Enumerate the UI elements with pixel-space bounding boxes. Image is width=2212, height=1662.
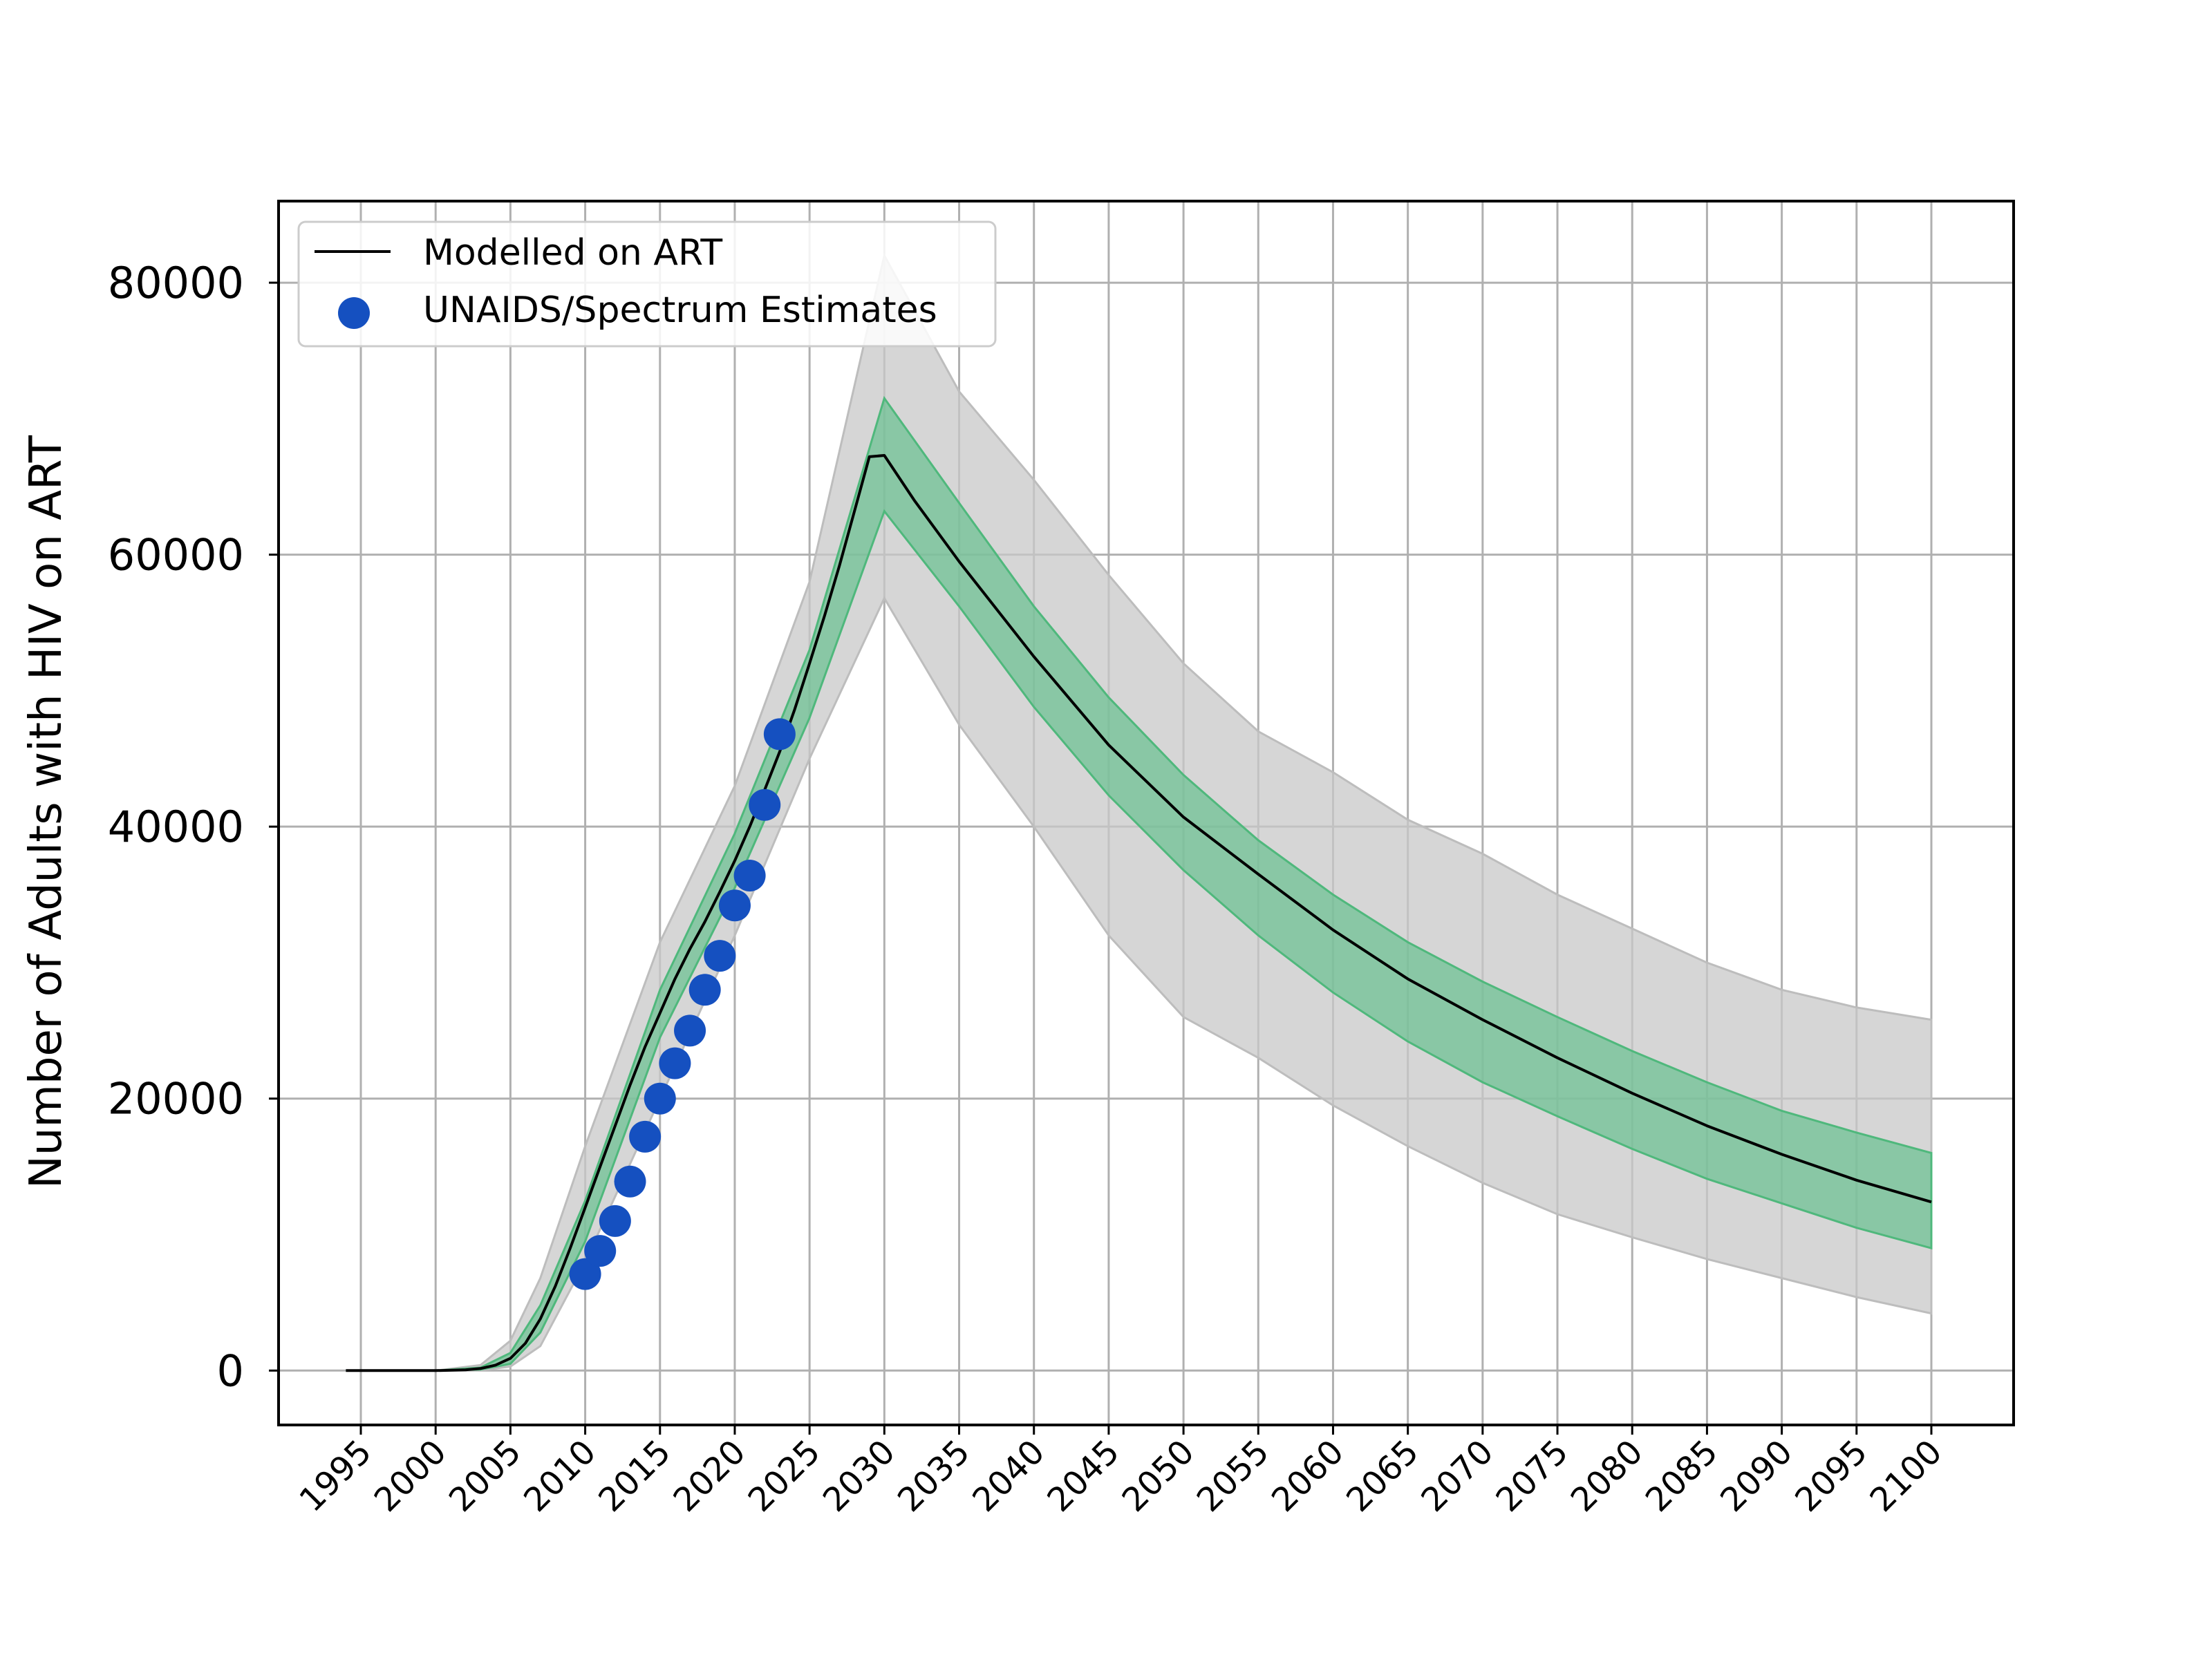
unaids-estimate-point (704, 940, 736, 972)
unaids-estimate-point (688, 974, 721, 1006)
y-tick-label: 60000 (108, 530, 244, 580)
y-tick-label: 40000 (108, 802, 244, 852)
unaids-estimate-point (659, 1047, 691, 1079)
plot-frame (277, 200, 2015, 1426)
unaids-estimate-point (599, 1205, 631, 1237)
legend-box (297, 220, 997, 348)
point-layer (569, 718, 796, 1290)
y-tick-label: 80000 (108, 258, 244, 308)
y-axis-label: Number of Adults with HIV on ART (21, 435, 72, 1189)
legend-label-model: Modelled on ART (423, 232, 722, 274)
unaids-estimate-point (733, 860, 766, 892)
legend: Modelled on ART UNAIDS/Spectrum Estimate… (297, 220, 997, 348)
unaids-estimate-point (629, 1120, 662, 1153)
legend-label-estimates: UNAIDS/Spectrum Estimates (423, 290, 937, 331)
unaids-estimate-point (674, 1014, 706, 1047)
unaids-estimate-point (614, 1165, 646, 1198)
unaids-estimate-point (749, 788, 781, 821)
y-tick-label: 0 (217, 1345, 244, 1396)
unaids-estimate-point (584, 1235, 617, 1267)
legend-dot-swatch (338, 297, 370, 329)
y-tick-label: 20000 (108, 1074, 244, 1124)
unaids-estimate-point (763, 718, 796, 750)
unaids-estimate-point (644, 1082, 676, 1115)
unaids-estimate-point (718, 889, 751, 922)
unaids-estimate-point (569, 1258, 601, 1290)
